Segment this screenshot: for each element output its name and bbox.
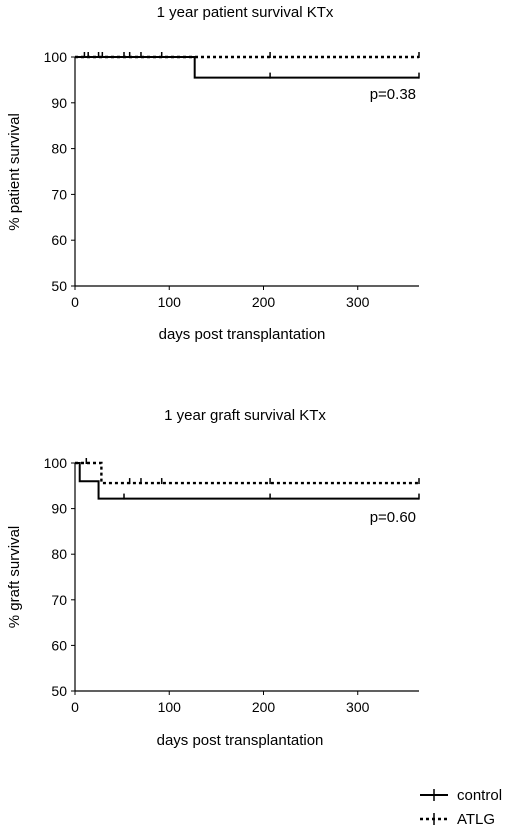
chart-title: 1 year patient survival KTx: [157, 4, 334, 21]
y-tick-label: 70: [51, 592, 67, 608]
x-tick-label: 100: [158, 699, 182, 715]
survival-curve-control: [75, 56, 419, 79]
x-axis-label: days post transplantation: [159, 326, 326, 343]
legend-item-atlg: ATLG: [420, 811, 495, 828]
legend: control ATLG: [420, 787, 502, 828]
legend-label-atlg: ATLG: [457, 811, 495, 828]
y-tick-label: 70: [51, 186, 67, 202]
x-tick-label: 200: [252, 699, 276, 715]
y-tick-label: 80: [51, 141, 67, 157]
chart-title: 1 year graft survival KTx: [164, 407, 326, 424]
x-tick-label: 300: [346, 699, 370, 715]
y-tick-label: 80: [51, 546, 67, 562]
y-tick-label: 100: [44, 455, 68, 471]
y-tick-label: 50: [51, 683, 67, 699]
patient-survival-chart: 1 year patient survival KTx % patient su…: [6, 4, 420, 343]
plot-area: 50 60 70 80 90 100 0 100 200 300: [44, 455, 420, 715]
y-tick-label: 50: [51, 278, 67, 294]
x-tick-label: 200: [252, 294, 276, 310]
plot-area: 50 60 70 80 90 100 0 100 200 300: [44, 49, 420, 310]
x-tick-label: 100: [158, 294, 182, 310]
y-tick-label: 60: [51, 637, 67, 653]
y-tick-label: 90: [51, 501, 67, 517]
legend-label-control: control: [457, 787, 502, 804]
y-tick-label: 100: [44, 49, 68, 65]
x-axis-label: days post transplantation: [157, 732, 324, 749]
p-value-annotation: p=0.38: [370, 86, 416, 103]
legend-item-control: control: [420, 787, 502, 804]
x-tick-label: 300: [346, 294, 370, 310]
y-axis-label: % patient survival: [6, 113, 23, 231]
x-tick-label: 0: [71, 699, 79, 715]
survival-curve-atlg: [75, 461, 419, 485]
y-tick-label: 90: [51, 95, 67, 111]
p-value-annotation: p=0.60: [370, 509, 416, 526]
x-tick-label: 0: [71, 294, 79, 310]
graft-survival-chart: 1 year graft survival KTx % graft surviv…: [6, 407, 420, 749]
y-tick-label: 60: [51, 232, 67, 248]
survival-curve-control: [75, 462, 419, 500]
y-axis-label: % graft survival: [6, 526, 23, 629]
